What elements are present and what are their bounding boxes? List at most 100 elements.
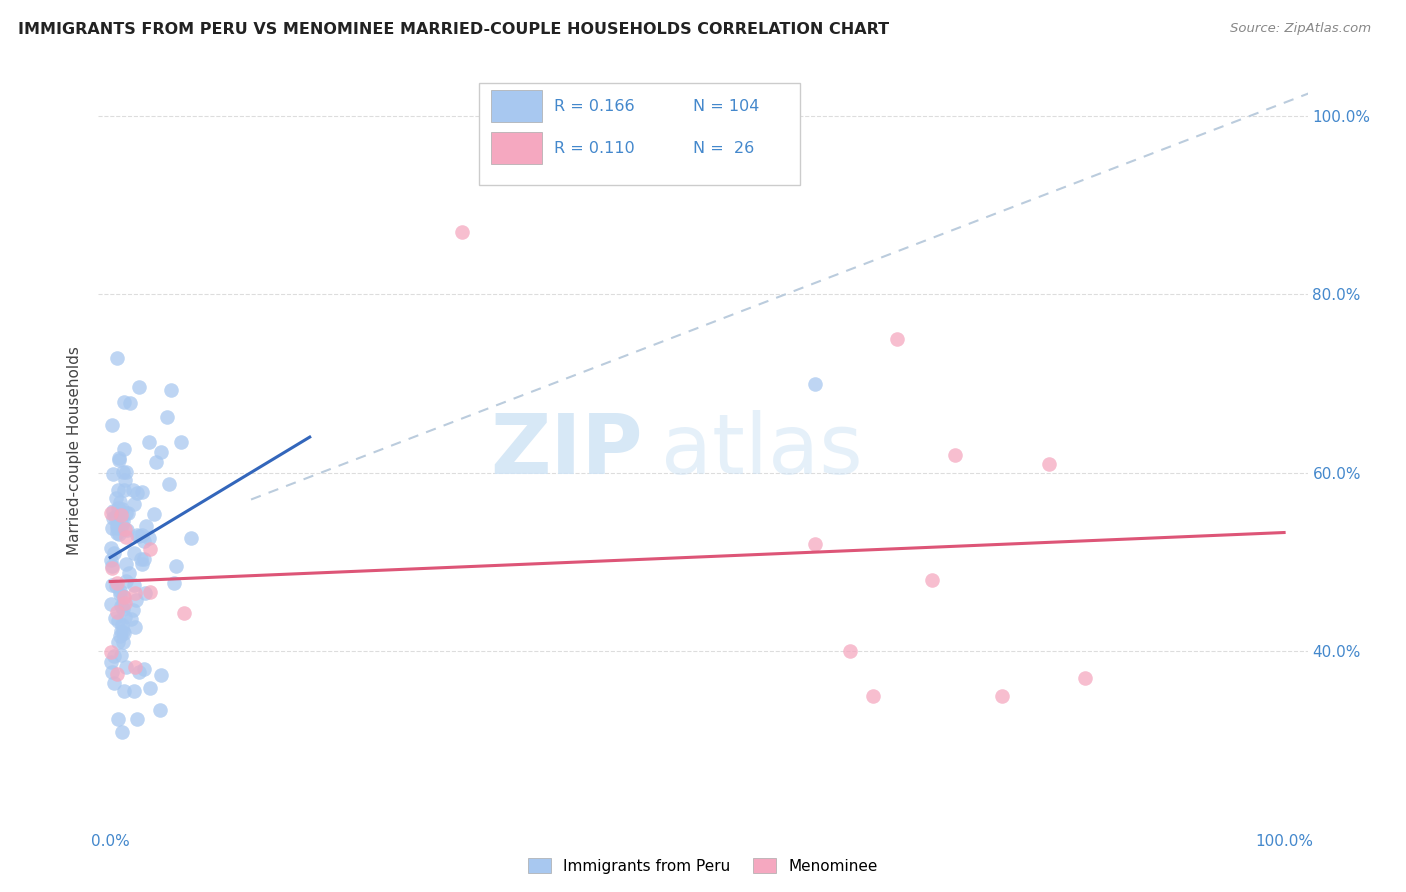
Point — [114, 465, 136, 479]
Text: Source: ZipAtlas.com: Source: ZipAtlas.com — [1230, 22, 1371, 36]
Point — [100, 506, 122, 520]
Text: atlas: atlas — [661, 410, 862, 491]
Point — [143, 507, 166, 521]
Point — [132, 552, 155, 566]
Point — [173, 606, 195, 620]
Point — [110, 599, 132, 613]
Point — [122, 498, 145, 512]
Point — [108, 526, 131, 541]
Point — [101, 417, 124, 432]
Point — [139, 542, 162, 557]
Point — [803, 376, 825, 391]
Point — [105, 517, 128, 532]
Point — [112, 684, 135, 698]
Point — [131, 557, 153, 571]
Point — [149, 444, 172, 458]
Point — [862, 689, 884, 703]
Point — [114, 506, 136, 520]
Point — [125, 528, 148, 542]
Point — [108, 450, 131, 465]
Point — [114, 473, 136, 487]
Point — [124, 586, 146, 600]
Point — [128, 529, 150, 543]
Point — [115, 523, 138, 537]
Point — [103, 546, 125, 560]
Point — [115, 530, 138, 544]
Point — [125, 592, 148, 607]
Point — [107, 500, 129, 515]
Point — [1073, 671, 1095, 685]
Point — [112, 442, 135, 456]
Point — [108, 495, 131, 509]
Point — [111, 624, 134, 638]
Point — [114, 595, 136, 609]
Point — [105, 576, 128, 591]
Point — [139, 681, 162, 696]
Point — [138, 435, 160, 450]
Point — [110, 624, 132, 638]
Point — [105, 605, 128, 619]
Point — [1038, 457, 1060, 471]
Point — [108, 587, 131, 601]
Point — [134, 662, 156, 676]
Point — [451, 225, 474, 239]
Text: R = 0.110: R = 0.110 — [554, 141, 636, 156]
Point — [104, 579, 127, 593]
Point — [127, 486, 149, 500]
Point — [107, 615, 129, 629]
Point — [104, 611, 127, 625]
Point — [103, 649, 125, 664]
Point — [110, 508, 132, 522]
Point — [138, 531, 160, 545]
Point — [157, 477, 180, 491]
Point — [129, 552, 152, 566]
Point — [124, 659, 146, 673]
Point — [145, 455, 167, 469]
Point — [101, 503, 124, 517]
FancyBboxPatch shape — [492, 90, 543, 122]
Point — [107, 483, 129, 497]
Legend: Immigrants from Peru, Menominee: Immigrants from Peru, Menominee — [522, 852, 884, 880]
Point — [111, 518, 134, 533]
Point — [114, 522, 136, 536]
Text: ZIP: ZIP — [491, 410, 643, 491]
Point — [125, 712, 148, 726]
Text: IMMIGRANTS FROM PERU VS MENOMINEE MARRIED-COUPLE HOUSEHOLDS CORRELATION CHART: IMMIGRANTS FROM PERU VS MENOMINEE MARRIE… — [18, 22, 890, 37]
Point — [132, 533, 155, 548]
Point — [124, 684, 146, 698]
Point — [131, 485, 153, 500]
Point — [111, 601, 134, 615]
Point — [170, 435, 193, 450]
Point — [112, 626, 135, 640]
Point — [110, 629, 132, 643]
Point — [115, 574, 138, 589]
Point — [115, 557, 138, 571]
Point — [122, 546, 145, 560]
Point — [121, 603, 143, 617]
Point — [100, 597, 122, 611]
Point — [103, 676, 125, 690]
Text: N = 104: N = 104 — [693, 100, 759, 114]
Point — [138, 585, 160, 599]
Point — [100, 553, 122, 567]
Point — [112, 394, 135, 409]
FancyBboxPatch shape — [492, 132, 543, 164]
Point — [118, 566, 141, 581]
Point — [100, 655, 122, 669]
Point — [107, 635, 129, 649]
Point — [945, 448, 967, 462]
Point — [101, 665, 124, 680]
Point — [108, 584, 131, 599]
Point — [149, 667, 172, 681]
Point — [104, 491, 127, 505]
Point — [124, 620, 146, 634]
Point — [114, 610, 136, 624]
Point — [111, 725, 134, 739]
Point — [803, 537, 825, 551]
Point — [131, 528, 153, 542]
Point — [107, 713, 129, 727]
Point — [112, 514, 135, 528]
Point — [105, 520, 128, 534]
Point — [120, 612, 142, 626]
Point — [134, 586, 156, 600]
